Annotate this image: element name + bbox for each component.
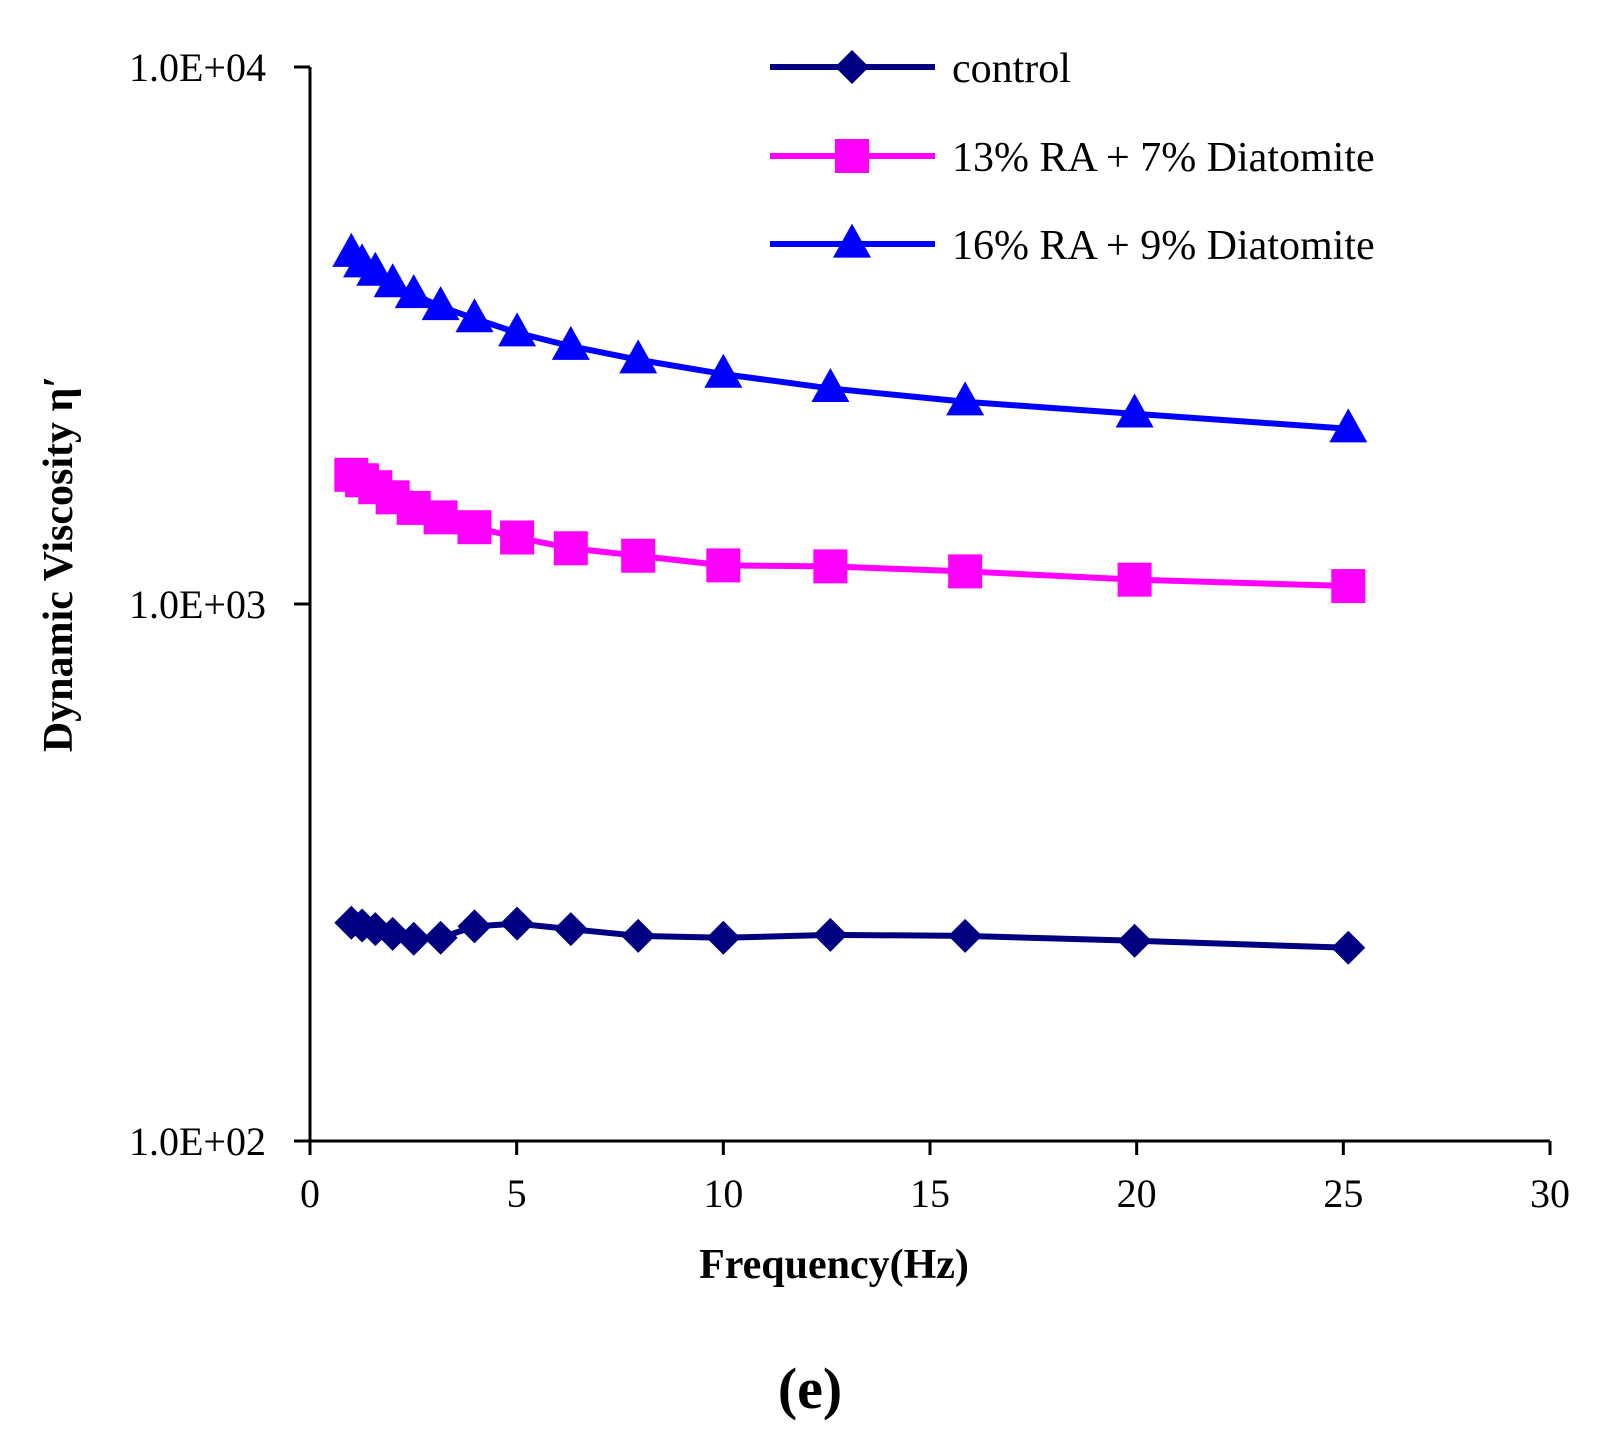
y-axis-title: Dynamic Viscosity η′ bbox=[36, 376, 82, 752]
y-tick-label: 1.0E+03 bbox=[129, 582, 266, 627]
panel-label: (e) bbox=[778, 1356, 842, 1421]
legend: control 13% RA + 7% Diatomite 16% RA + 9% … bbox=[770, 46, 1375, 269]
legend-label: 13% RA + 7% Diatomite bbox=[952, 135, 1375, 181]
y-tick-label: 1.0E+02 bbox=[129, 1119, 266, 1164]
legend-marker bbox=[835, 50, 869, 84]
legend-item: control bbox=[770, 46, 1071, 92]
data-point bbox=[1331, 930, 1366, 965]
data-point bbox=[948, 918, 983, 953]
series-2 bbox=[332, 232, 1368, 443]
series-0 bbox=[334, 905, 1366, 965]
data-point bbox=[811, 368, 850, 403]
data-point bbox=[457, 510, 492, 545]
legend-label: 16% RA + 9% Diatomite bbox=[952, 223, 1375, 269]
data-point bbox=[373, 263, 412, 298]
x-tick-label: 10 bbox=[703, 1171, 743, 1216]
legend-item: 13% RA + 7% Diatomite bbox=[770, 135, 1375, 181]
data-point bbox=[619, 339, 658, 374]
x-tick-label: 25 bbox=[1323, 1171, 1363, 1216]
data-point bbox=[946, 381, 985, 416]
data-point bbox=[706, 548, 741, 583]
legend-label: control bbox=[952, 46, 1071, 92]
data-point bbox=[621, 918, 656, 953]
x-tick-label: 0 bbox=[300, 1171, 320, 1216]
data-point bbox=[704, 353, 743, 388]
data-point bbox=[421, 286, 460, 321]
series-layer bbox=[332, 232, 1368, 965]
data-point bbox=[356, 251, 395, 286]
data-point bbox=[1331, 569, 1366, 604]
y-ticks: 1.0E+02 1.0E+03 1.0E+04 bbox=[129, 45, 310, 1164]
series-line bbox=[349, 251, 1349, 432]
data-point bbox=[1117, 562, 1152, 597]
x-tick-label: 20 bbox=[1117, 1171, 1157, 1216]
data-point bbox=[396, 921, 431, 956]
data-point bbox=[457, 909, 492, 944]
data-point bbox=[948, 554, 983, 589]
legend-item: 16% RA + 9% Diatomite bbox=[770, 223, 1375, 269]
data-point bbox=[423, 920, 458, 955]
data-point bbox=[1117, 923, 1152, 958]
y-tick-label: 1.0E+04 bbox=[129, 45, 266, 90]
x-axis-title: Frequency(Hz) bbox=[699, 1242, 969, 1288]
legend-marker bbox=[835, 139, 869, 173]
series-1 bbox=[334, 457, 1366, 604]
data-point bbox=[621, 538, 656, 573]
data-point bbox=[500, 906, 535, 941]
data-point bbox=[1329, 408, 1368, 443]
data-point bbox=[553, 531, 588, 566]
series-line bbox=[350, 919, 1349, 951]
data-point bbox=[813, 549, 848, 584]
data-point bbox=[706, 920, 741, 955]
x-tick-label: 5 bbox=[507, 1171, 527, 1216]
x-tick-label: 15 bbox=[910, 1171, 950, 1216]
data-point bbox=[813, 917, 848, 952]
data-point bbox=[455, 298, 494, 333]
data-point bbox=[498, 312, 537, 347]
x-ticks: 0 5 10 15 20 25 30 bbox=[300, 1141, 1570, 1216]
x-tick-label: 30 bbox=[1530, 1171, 1570, 1216]
data-point bbox=[551, 325, 590, 360]
data-point bbox=[1115, 393, 1154, 428]
data-point bbox=[553, 912, 588, 947]
legend-marker bbox=[833, 223, 871, 258]
data-point bbox=[500, 520, 535, 555]
data-point bbox=[423, 500, 458, 535]
data-point bbox=[394, 274, 433, 309]
